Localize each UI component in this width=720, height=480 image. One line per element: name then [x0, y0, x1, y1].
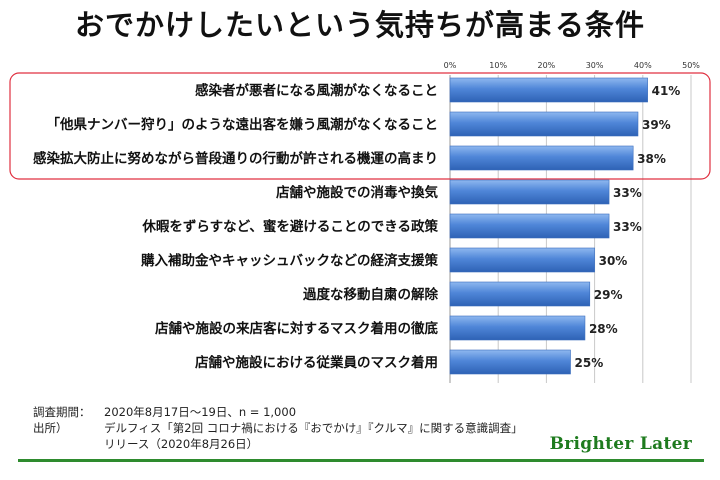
- tick-label: 30%: [586, 61, 604, 70]
- bar: [449, 145, 634, 171]
- data-label: 30%: [599, 254, 628, 268]
- tick-label: 0%: [444, 61, 457, 70]
- brand-logo-text: Brighter Later: [549, 434, 692, 454]
- survey-period-value: 2020年8月17日〜19日、n = 1,000: [104, 405, 297, 419]
- data-label: 33%: [613, 220, 642, 234]
- category-label: 感染拡大防止に努めながら普段通りの行動が許される機運の高まり: [33, 150, 438, 167]
- category-label: 店舗や施設の来店客に対するマスク着用の徹底: [155, 320, 438, 337]
- bars: [449, 77, 648, 375]
- bar: [449, 77, 648, 103]
- data-label: 41%: [652, 84, 681, 98]
- release-note: リリース（2020年8月26日）: [33, 436, 258, 452]
- survey-period-key: 調査期間：: [33, 405, 91, 419]
- category-label: 休暇をずらすなど、蜜を避けることのできる政策: [141, 218, 438, 235]
- category-labels: 感染者が悪者になる風潮がなくなること「他県ナンバー狩り」のような遠出客を嫌う風潮…: [33, 82, 438, 371]
- bar: [449, 247, 595, 273]
- tick-label: 50%: [682, 61, 700, 70]
- highlight-group: [9, 72, 711, 180]
- bar: [449, 315, 586, 341]
- data-label: 28%: [589, 322, 618, 336]
- data-label: 39%: [642, 118, 671, 132]
- highlight-box: [9, 72, 711, 180]
- tick-labels: 0% 10% 20% 30% 40% 50%: [444, 61, 701, 70]
- release-value: リリース（2020年8月26日）: [104, 437, 259, 451]
- bar: [449, 111, 639, 137]
- source-value: デルフィス「第2回 コロナ禍における『おでかけ』『クルマ』に関する意識調査」: [104, 421, 523, 435]
- data-label: 29%: [594, 288, 623, 302]
- data-label: 33%: [613, 186, 642, 200]
- category-label: 購入補助金やキャッシュバックなどの経済支援策: [140, 252, 438, 269]
- bar: [449, 349, 571, 375]
- bar: [449, 281, 591, 307]
- survey-period: 調査期間： 2020年8月17日〜19日、n = 1,000: [33, 404, 296, 420]
- data-labels: 41% 39% 38% 33% 33% 30% 29% 28% 25%: [575, 84, 681, 370]
- tick-label: 10%: [489, 61, 507, 70]
- source-note: 出所） デルフィス「第2回 コロナ禍における『おでかけ』『クルマ』に関する意識調査…: [33, 420, 523, 436]
- bar: [449, 213, 610, 239]
- category-label: 感染者が悪者になる風潮がなくなること: [195, 82, 438, 99]
- category-label: 店舗や施設での消毒や換気: [276, 184, 438, 201]
- page-title: おでかけしたいという気持ちが高まる条件: [74, 8, 645, 42]
- tick-label: 40%: [634, 61, 652, 70]
- footer-divider: [18, 459, 704, 462]
- bar-chart: 0% 10% 20% 30% 40% 50% 感染者が悪者になる風潮がなくなること「他県ナ…: [9, 61, 711, 383]
- data-label: 38%: [637, 152, 666, 166]
- category-label: 店舗や施設における従業員のマスク着用: [195, 354, 438, 371]
- bar: [449, 179, 610, 205]
- data-label: 25%: [575, 356, 604, 370]
- category-label: 過度な移動自粛の解除: [302, 286, 438, 303]
- source-key: 出所）: [33, 421, 68, 435]
- category-label: 「他県ナンバー狩り」のような遠出客を嫌う風潮がなくなること: [47, 116, 439, 133]
- tick-label: 20%: [538, 61, 556, 70]
